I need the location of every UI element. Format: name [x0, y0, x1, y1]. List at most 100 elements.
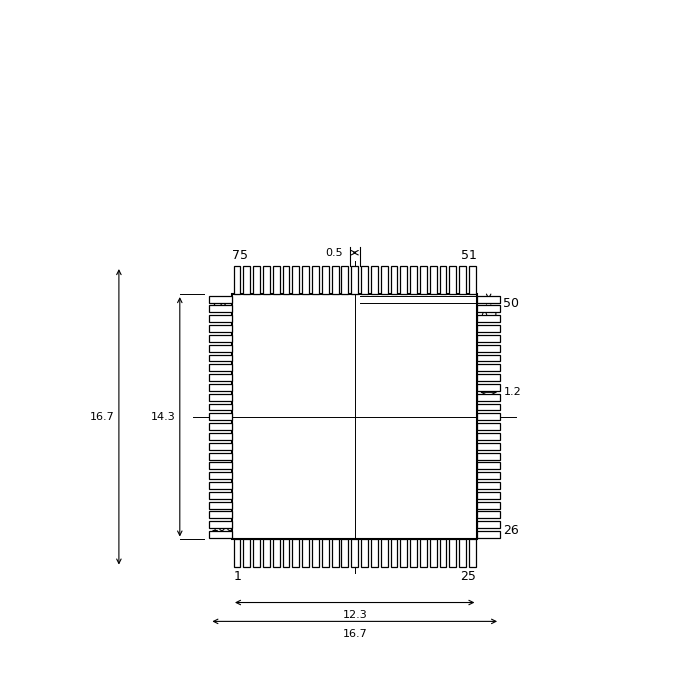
Bar	[342, 540, 349, 568]
Text: 51: 51	[461, 249, 477, 262]
Bar	[469, 540, 476, 568]
Text: 16.7: 16.7	[342, 629, 367, 639]
Bar	[391, 540, 398, 568]
Text: 50: 50	[503, 297, 519, 310]
Bar	[477, 453, 500, 459]
Bar	[477, 463, 500, 469]
Bar	[371, 266, 378, 294]
Bar	[400, 540, 407, 568]
Bar	[440, 266, 447, 294]
Bar	[477, 404, 500, 410]
Bar	[477, 424, 500, 430]
Bar	[244, 266, 250, 294]
Bar	[273, 266, 280, 294]
Text: 14.3: 14.3	[150, 412, 176, 422]
Bar	[400, 266, 407, 294]
Bar	[361, 540, 368, 568]
Bar	[477, 365, 500, 371]
Bar	[477, 414, 500, 420]
Bar	[361, 266, 368, 294]
Bar	[283, 540, 290, 568]
Text: 16.7: 16.7	[90, 412, 115, 422]
Bar	[477, 295, 500, 302]
Bar	[253, 266, 260, 294]
Bar	[410, 266, 417, 294]
Bar	[244, 540, 250, 568]
Bar	[351, 540, 358, 568]
Text: 76: 76	[211, 296, 227, 309]
Text: 75: 75	[232, 249, 248, 262]
Bar	[477, 335, 500, 342]
Bar	[477, 433, 500, 440]
Bar	[209, 335, 232, 342]
Bar	[209, 414, 232, 420]
Bar	[209, 394, 232, 400]
Bar	[209, 424, 232, 430]
Bar	[253, 540, 260, 568]
Bar	[430, 540, 437, 568]
Text: 1.2: 1.2	[504, 387, 522, 398]
Bar	[381, 540, 388, 568]
Bar	[209, 433, 232, 440]
Bar	[477, 512, 500, 519]
Bar	[322, 540, 329, 568]
Bar	[232, 294, 477, 540]
Bar	[342, 266, 349, 294]
Bar	[449, 540, 456, 568]
Bar	[332, 540, 339, 568]
Text: 25: 25	[460, 570, 476, 583]
Bar	[477, 325, 500, 332]
Text: 1: 1	[234, 570, 241, 583]
Bar	[293, 266, 300, 294]
Bar	[209, 502, 232, 509]
Bar	[391, 266, 398, 294]
Text: 0.5: 0.5	[326, 248, 343, 258]
Bar	[381, 266, 388, 294]
Bar	[209, 365, 232, 371]
Bar	[209, 384, 232, 391]
Bar	[332, 266, 339, 294]
Bar	[209, 463, 232, 469]
Bar	[477, 502, 500, 509]
Bar	[477, 482, 500, 489]
Bar	[420, 266, 427, 294]
Text: 0.3: 0.3	[480, 312, 498, 322]
Bar	[283, 266, 290, 294]
Bar	[459, 266, 466, 294]
Bar	[410, 540, 417, 568]
Text: 12.3: 12.3	[342, 610, 367, 620]
Bar	[459, 540, 466, 568]
Bar	[209, 344, 232, 351]
Bar	[209, 325, 232, 332]
Bar	[312, 540, 319, 568]
Bar	[477, 522, 500, 528]
Bar	[477, 492, 500, 498]
Bar	[263, 266, 270, 294]
Bar	[371, 540, 378, 568]
Bar	[302, 540, 309, 568]
Bar	[302, 266, 309, 294]
Bar	[209, 374, 232, 381]
Text: 26: 26	[503, 524, 519, 537]
Bar	[420, 540, 427, 568]
Bar	[209, 453, 232, 459]
Bar	[209, 404, 232, 410]
Bar	[312, 266, 319, 294]
Bar	[469, 266, 476, 294]
Bar	[209, 492, 232, 498]
Bar	[209, 443, 232, 449]
Bar	[209, 305, 232, 312]
Bar	[477, 394, 500, 400]
Bar	[477, 315, 500, 322]
Bar	[209, 473, 232, 479]
Bar	[477, 305, 500, 312]
Bar	[477, 344, 500, 351]
Bar	[430, 266, 437, 294]
Bar	[209, 315, 232, 322]
Bar	[477, 443, 500, 449]
Bar	[477, 374, 500, 381]
Bar	[209, 354, 232, 361]
Bar	[477, 473, 500, 479]
Bar	[477, 384, 500, 391]
Bar	[449, 266, 456, 294]
